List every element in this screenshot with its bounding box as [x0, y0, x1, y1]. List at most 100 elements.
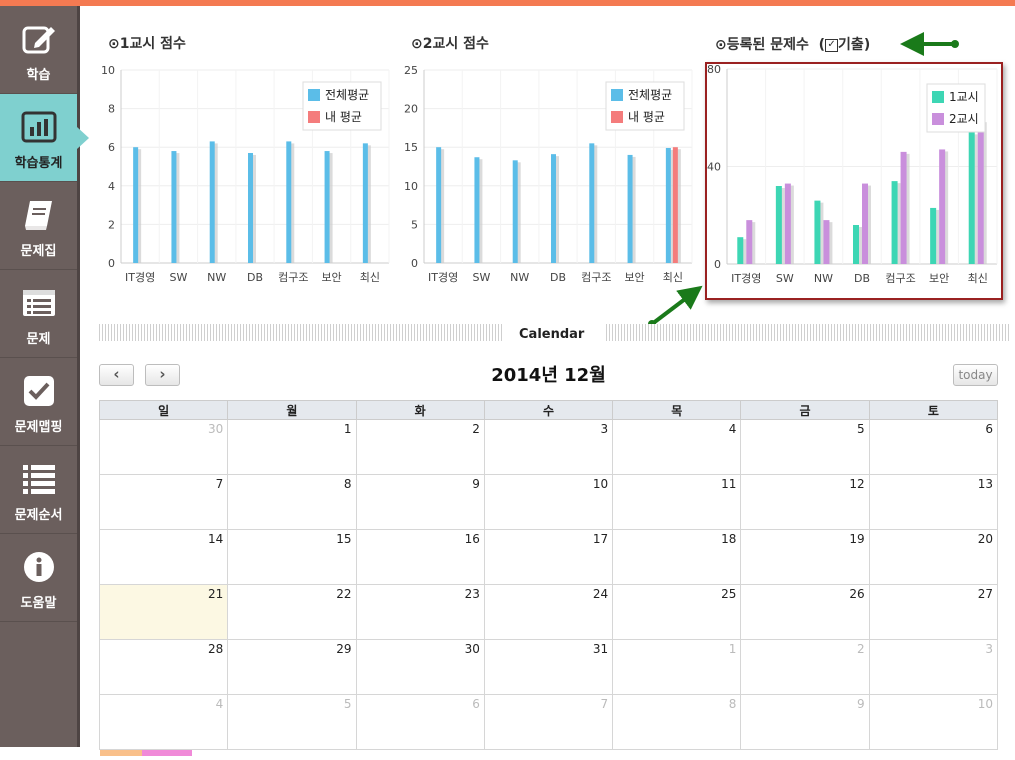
- calendar-day-cell[interactable]: 1: [227, 419, 357, 475]
- sidebar-item-statistics[interactable]: 학습통계: [0, 94, 89, 182]
- calendar-day-cell[interactable]: 22: [227, 584, 357, 640]
- chart3-title-group: ⊙등록된 문제수 (✓ 기출): [715, 37, 871, 53]
- bar: [171, 151, 177, 263]
- calendar-day-cell[interactable]: 27: [868, 584, 999, 640]
- sidebar-item-study[interactable]: 학습: [0, 6, 77, 94]
- calendar-day-cell[interactable]: 29: [227, 639, 357, 695]
- bar: [665, 147, 671, 263]
- past-exam-checkbox-label[interactable]: 기출: [838, 37, 864, 53]
- calendar-day-cell[interactable]: 5: [740, 419, 870, 475]
- calendar-day-cell[interactable]: 3: [868, 639, 999, 695]
- calendar-day-cell[interactable]: 20: [868, 529, 999, 585]
- calendar-day-cell[interactable]: 12: [740, 474, 870, 530]
- y-tick-label: 10: [404, 180, 418, 193]
- bar: [737, 237, 744, 264]
- calendar-day-cell[interactable]: 7: [98, 474, 229, 530]
- y-tick-label: 40: [707, 161, 721, 174]
- calendar-day-cell[interactable]: 2: [355, 419, 485, 475]
- calendar-day-cell[interactable]: 4: [612, 419, 742, 475]
- arrow-dot: [951, 40, 959, 48]
- info-icon: [24, 552, 54, 582]
- x-tick-label: DB: [854, 272, 870, 285]
- calendar-day-cell[interactable]: 14: [98, 529, 229, 585]
- bar-shadow: [668, 149, 674, 263]
- calendar-day-cell[interactable]: 1: [612, 639, 742, 695]
- calendar-day-cell[interactable]: 2: [740, 639, 870, 695]
- calendar-legend-partial: [100, 741, 200, 756]
- calendar-day-cell[interactable]: 30: [98, 419, 229, 475]
- sidebar-item-workbook[interactable]: 문제집: [0, 182, 77, 270]
- legend-swatch: [308, 89, 320, 101]
- calendar-day-cell[interactable]: 6: [868, 419, 999, 475]
- sidebar-item-problem-mapping[interactable]: 문제맵핑: [0, 358, 77, 446]
- sidebar-item-label: 도움말: [20, 596, 57, 611]
- bar: [512, 160, 518, 263]
- legend-label: 전체평균: [325, 88, 369, 102]
- chart2-title: 2교시 점수: [422, 36, 489, 52]
- calendar-day-cell[interactable]: 23: [355, 584, 485, 640]
- prev-month-button[interactable]: ‹: [99, 364, 134, 386]
- sidebar-item-help[interactable]: 도움말: [0, 534, 77, 622]
- weekday-4: 목: [612, 400, 742, 420]
- calendar-day-cell[interactable]: 5: [227, 694, 357, 750]
- calendar-day-cell[interactable]: 3: [483, 419, 614, 475]
- bar: [672, 147, 678, 263]
- bar: [977, 120, 984, 264]
- calendar-day-cell[interactable]: 8: [227, 474, 357, 530]
- calendar-day-cell[interactable]: 10: [868, 694, 999, 750]
- x-tick-label: 보안: [929, 272, 949, 285]
- calendar-day-cell[interactable]: 11: [612, 474, 742, 530]
- highlight-box: [705, 62, 1003, 300]
- x-tick-label: NW: [814, 272, 833, 285]
- calendar-day-cell[interactable]: 16: [355, 529, 485, 585]
- calendar-day-cell[interactable]: 9: [740, 694, 870, 750]
- calendar-day-cell[interactable]: 10: [483, 474, 614, 530]
- calendar-day-cell[interactable]: 24: [483, 584, 614, 640]
- bar: [324, 151, 330, 263]
- bar-shadow: [251, 154, 256, 263]
- calendar-day-cell[interactable]: 28: [98, 639, 229, 695]
- sidebar-item-problem-order[interactable]: 문제순서: [0, 446, 77, 534]
- legend-swatch: [932, 113, 944, 125]
- y-tick-label: 20: [404, 103, 418, 116]
- bar: [862, 183, 868, 264]
- chart1-title: 1교시 점수: [119, 36, 186, 52]
- calendar-day-cell[interactable]: 6: [355, 694, 485, 750]
- bar-shadow: [327, 153, 333, 263]
- calendar-day-cell[interactable]: 21: [98, 584, 229, 640]
- past-exam-checkbox[interactable]: ✓: [825, 38, 839, 52]
- next-month-button[interactable]: ›: [145, 364, 180, 386]
- bar: [775, 186, 782, 264]
- calendar-day-cell[interactable]: 15: [227, 529, 357, 585]
- calendar-day-cell[interactable]: 13: [868, 474, 999, 530]
- bar: [209, 141, 215, 263]
- calendar-day-cell[interactable]: 26: [740, 584, 870, 640]
- top-accent-bar: [0, 0, 1015, 6]
- calendar-day-cell[interactable]: 19: [740, 529, 870, 585]
- calendar-day-cell[interactable]: 17: [483, 529, 614, 585]
- check-icon: [24, 376, 54, 406]
- bar-shadow: [289, 143, 295, 263]
- target-icon: ⊙: [715, 37, 727, 53]
- x-tick-label: DB: [247, 271, 263, 284]
- calendar-day-cell[interactable]: 18: [612, 529, 742, 585]
- calendar-day-cell[interactable]: 25: [612, 584, 742, 640]
- y-tick-label: 0: [411, 257, 418, 270]
- y-tick-label: 6: [108, 141, 115, 154]
- bar-shadow: [365, 145, 371, 263]
- x-tick-label: 최신: [968, 272, 988, 285]
- y-tick-label: 0: [108, 257, 115, 270]
- calendar-title: 2014년 12월: [491, 365, 606, 386]
- calendar-day-cell[interactable]: 8: [612, 694, 742, 750]
- calendar-day-cell[interactable]: 9: [355, 474, 485, 530]
- calendar-day-cell[interactable]: 7: [483, 694, 614, 750]
- calendar-day-cell[interactable]: 30: [355, 639, 485, 695]
- calendar-day-cell[interactable]: 31: [483, 639, 614, 695]
- sidebar-item-problems[interactable]: 문제: [0, 270, 77, 358]
- today-button[interactable]: today: [953, 364, 998, 386]
- bar: [133, 147, 139, 263]
- active-indicator-arrow: [77, 127, 89, 149]
- x-tick-label: 보안: [321, 271, 341, 284]
